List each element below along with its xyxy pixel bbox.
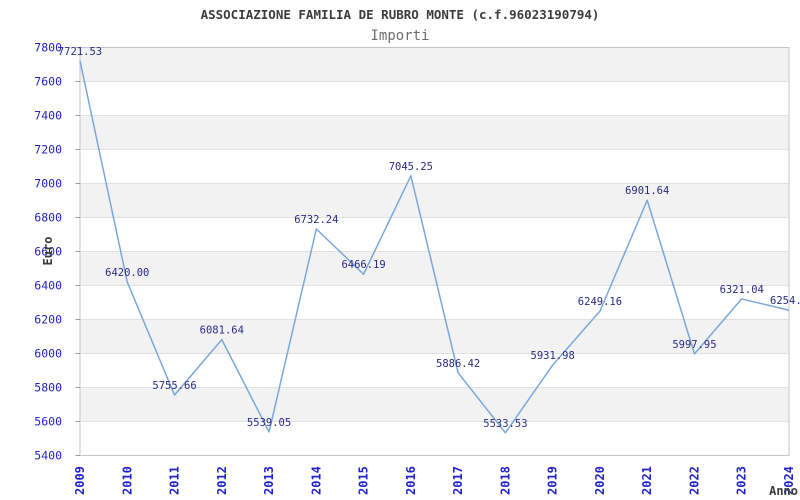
data-point-label: 6081.64 [200, 325, 244, 337]
data-point-label: 5931.98 [531, 350, 575, 362]
plot-band [80, 47, 789, 82]
x-tick-label: 2024 [782, 466, 796, 495]
plot-band [80, 81, 789, 116]
y-tick-label: 6600 [34, 245, 62, 259]
x-tick-label: 2011 [168, 466, 182, 495]
x-tick-label: 2009 [73, 466, 87, 495]
data-point-label: 5533.53 [483, 418, 527, 430]
x-tick-label: 2010 [120, 466, 134, 495]
plot-band [80, 319, 789, 354]
x-tick-label: 2016 [404, 466, 418, 495]
data-point-label: 7045.25 [389, 161, 433, 173]
x-tick-label: 2014 [309, 466, 323, 495]
x-axis-title: Anno [769, 484, 798, 498]
y-tick-label: 7400 [34, 109, 62, 123]
plot-band [80, 217, 789, 252]
x-tick-label: 2013 [262, 466, 276, 495]
data-point-label: 6466.19 [341, 259, 385, 271]
x-tick-label: 2012 [215, 466, 229, 495]
data-point-label: 5997.95 [672, 339, 716, 351]
x-tick-label: 2023 [735, 466, 749, 495]
y-tick-label: 5800 [34, 381, 62, 395]
plot-band [80, 387, 789, 422]
chart-subtitle: Importi [370, 28, 429, 44]
y-tick-label: 5600 [34, 415, 62, 429]
plot-band [80, 251, 789, 286]
x-tick-label: 2017 [451, 466, 465, 495]
data-point-label: 5886.42 [436, 358, 480, 370]
plot-band [80, 115, 789, 150]
x-tick-label: 2022 [687, 466, 701, 495]
x-tick-label: 2015 [357, 466, 371, 495]
y-tick-label: 7600 [34, 75, 62, 89]
chart-title: ASSOCIAZIONE FAMILIA DE RUBRO MONTE (c.f… [201, 7, 600, 22]
y-tick-label: 7200 [34, 143, 62, 157]
data-point-label: 6321.04 [720, 284, 764, 296]
y-tick-label: 6000 [34, 347, 62, 361]
y-tick-label: 5400 [34, 449, 62, 463]
data-point-label: 6254.5 [770, 295, 800, 307]
plot-band [80, 183, 789, 218]
data-point-label: 6901.64 [625, 185, 669, 197]
data-point-label: 6420.00 [105, 267, 149, 279]
data-point-label: 5539.05 [247, 417, 291, 429]
y-tick-label: 7800 [34, 41, 62, 55]
x-tick-label: 2021 [640, 466, 654, 495]
y-tick-label: 6200 [34, 313, 62, 327]
data-line [79, 60, 790, 434]
plot-band [80, 285, 789, 320]
plot-area: 5400 5600 5800 6000 6200 6400 6600 6800 7000 7200… [34, 41, 800, 496]
plot-band [80, 353, 789, 388]
x-tick-label: 2020 [593, 466, 607, 495]
plot-band [80, 421, 789, 456]
data-point-label: 6249.16 [578, 296, 622, 308]
y-axis-title: Euro [41, 237, 55, 266]
y-tick-label: 6800 [34, 211, 62, 225]
y-tick-label: 7000 [34, 177, 62, 191]
y-tick-label: 6400 [34, 279, 62, 293]
data-point-label: 7721.53 [58, 46, 102, 58]
plot-band [80, 149, 789, 184]
data-point-label: 5755.66 [152, 380, 196, 392]
x-tick-label: 2018 [498, 466, 512, 495]
x-tick-label: 2019 [546, 466, 560, 495]
data-point-label: 6732.24 [294, 214, 338, 226]
